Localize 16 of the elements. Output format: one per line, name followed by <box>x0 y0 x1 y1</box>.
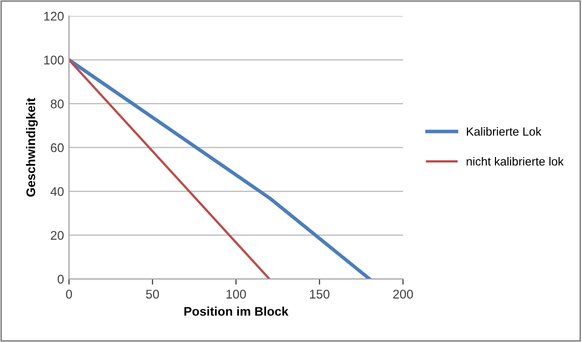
legend-label: Kalibrierte Lok <box>466 127 542 136</box>
x-tick-label: 0 <box>66 290 72 299</box>
x-tick-label: 100 <box>226 290 246 299</box>
legend-label: nicht kalibrierte lok <box>466 156 564 166</box>
y-tick-label: 60 <box>50 143 64 152</box>
y-tick-label: 120 <box>44 12 64 21</box>
y-tick-label: 40 <box>50 187 64 196</box>
y-tick-label: 20 <box>50 230 64 240</box>
x-axis-title: Position im Block <box>184 306 288 316</box>
x-tick-label: 50 <box>146 290 159 299</box>
y-tick-label: 80 <box>50 99 64 108</box>
x-tick-label: 200 <box>393 290 413 299</box>
y-tick-label: 0 <box>58 274 64 284</box>
x-tick-label: 150 <box>310 290 330 299</box>
y-axis-title: Geschwindigkeit <box>26 98 38 197</box>
y-tick-label: 100 <box>44 56 64 64</box>
